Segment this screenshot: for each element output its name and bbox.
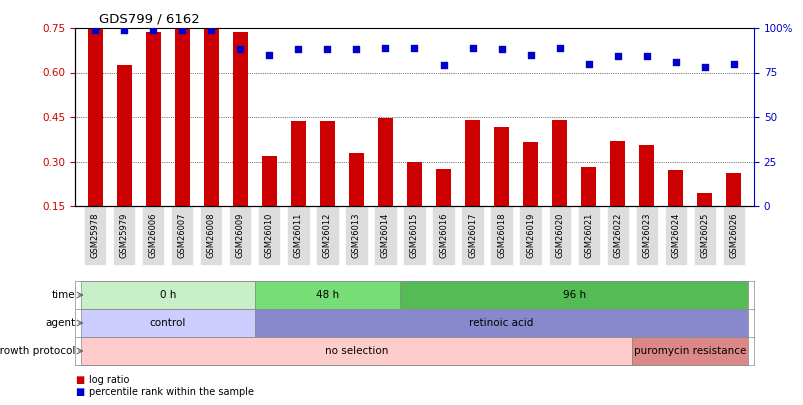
Point	[176, 27, 189, 33]
Bar	[581, 167, 595, 206]
Text: log ratio: log ratio	[89, 375, 130, 385]
Bar	[88, 29, 103, 206]
Bar	[262, 156, 276, 206]
Point	[89, 27, 102, 33]
Point	[408, 44, 421, 51]
Bar	[631, 337, 748, 365]
Bar	[400, 281, 748, 309]
Bar	[81, 281, 255, 309]
Point	[610, 53, 623, 60]
Text: ■: ■	[75, 375, 84, 385]
Point	[668, 59, 681, 65]
Bar	[117, 65, 132, 206]
Point	[378, 44, 391, 51]
Bar	[349, 153, 363, 206]
Point	[581, 60, 594, 67]
Text: retinoic acid: retinoic acid	[469, 318, 533, 328]
Bar	[523, 142, 537, 206]
Bar	[146, 32, 161, 206]
Text: agent: agent	[45, 318, 75, 328]
Text: ■: ■	[75, 387, 84, 397]
Point	[263, 51, 275, 58]
Text: time: time	[51, 290, 75, 300]
Point	[639, 53, 652, 60]
Point	[320, 46, 333, 53]
Bar	[81, 337, 631, 365]
Point	[495, 46, 507, 53]
Point	[727, 60, 740, 67]
Point	[234, 46, 247, 53]
Bar	[204, 29, 218, 206]
Bar	[667, 171, 682, 206]
Text: growth protocol: growth protocol	[0, 346, 75, 356]
Bar	[233, 32, 247, 206]
Text: percentile rank within the sample: percentile rank within the sample	[89, 387, 255, 397]
Bar	[465, 120, 479, 206]
Point	[437, 62, 450, 68]
Bar	[638, 145, 653, 206]
Bar	[407, 162, 422, 206]
Text: 0 h: 0 h	[160, 290, 176, 300]
Bar	[696, 193, 711, 206]
Bar	[255, 281, 400, 309]
Text: 96 h: 96 h	[562, 290, 585, 300]
Point	[291, 46, 304, 53]
Point	[524, 51, 536, 58]
Point	[205, 27, 218, 33]
Text: 48 h: 48 h	[316, 290, 339, 300]
Bar	[494, 128, 508, 206]
Bar	[81, 309, 255, 337]
Bar	[726, 173, 740, 206]
Bar	[320, 122, 334, 206]
Point	[466, 44, 479, 51]
Point	[552, 44, 565, 51]
Bar	[436, 169, 450, 206]
Text: control: control	[149, 318, 185, 328]
Bar	[609, 141, 624, 206]
Text: GDS799 / 6162: GDS799 / 6162	[99, 13, 200, 26]
Point	[697, 64, 710, 70]
Point	[118, 27, 131, 33]
Point	[349, 46, 362, 53]
Bar	[552, 120, 566, 206]
Point	[147, 27, 160, 33]
Bar	[255, 309, 748, 337]
Bar	[291, 122, 305, 206]
Bar	[377, 119, 392, 206]
Text: no selection: no selection	[324, 346, 388, 356]
Text: puromycin resistance: puromycin resistance	[634, 346, 745, 356]
Bar	[175, 29, 190, 206]
